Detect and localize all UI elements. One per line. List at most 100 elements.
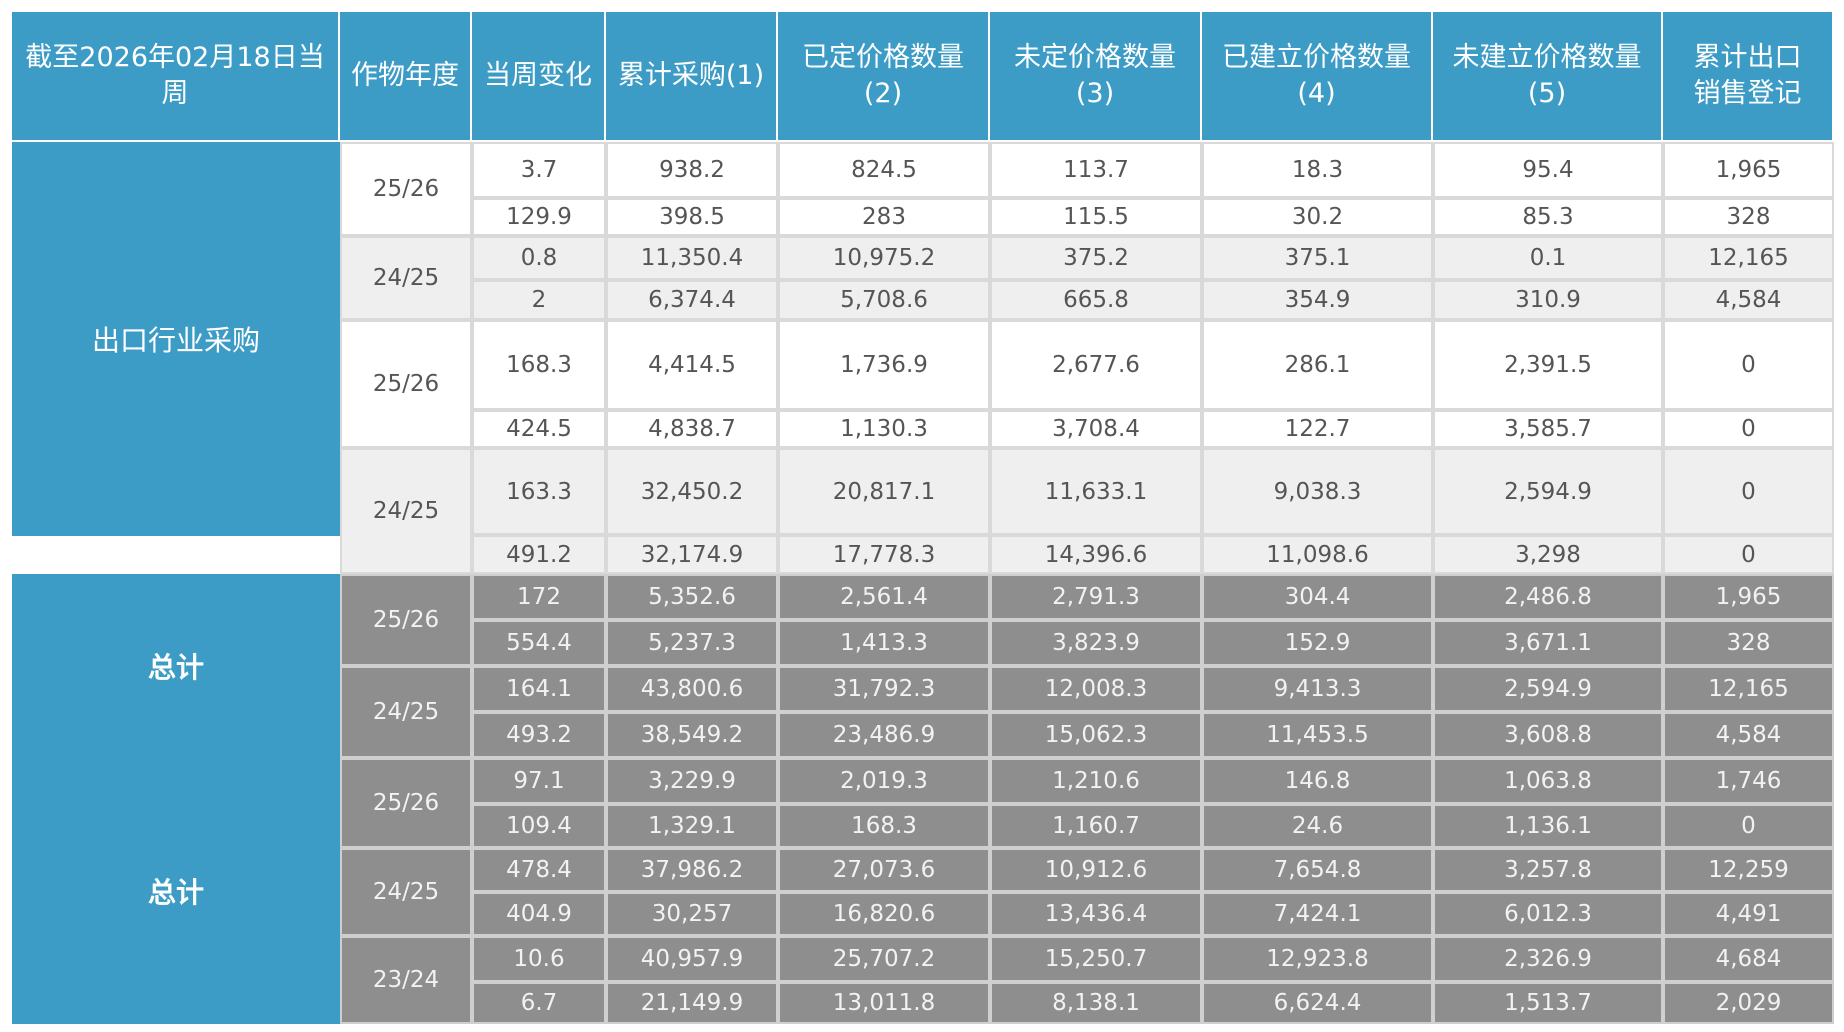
table-cell: 0 (1663, 535, 1834, 574)
table-cell: 10,975.2 (778, 236, 990, 280)
table-cell: 5,708.6 (778, 280, 990, 320)
table-cell: 665.8 (990, 280, 1202, 320)
table-cell: 310.9 (1433, 280, 1663, 320)
table-cell: 283 (778, 198, 990, 236)
table-cell: 0 (1663, 804, 1834, 848)
table-cell: 328 (1663, 198, 1834, 236)
column-header: 累计采购(1) (606, 12, 778, 140)
crop-year-cell: 24/25 (340, 666, 472, 758)
table-cell: 7,424.1 (1202, 892, 1433, 936)
table-cell: 152.9 (1202, 620, 1433, 666)
table-cell: 129.9 (472, 198, 606, 236)
table-cell: 286.1 (1202, 320, 1433, 410)
section-label: 出口行业采购 (12, 142, 340, 536)
table-cell: 163.3 (472, 448, 606, 535)
table-cell: 1,513.7 (1433, 982, 1663, 1024)
table-cell: 11,453.5 (1202, 712, 1433, 758)
table-cell: 24.6 (1202, 804, 1433, 848)
crop-year-cell: 25/26 (340, 574, 472, 666)
table-cell: 9,038.3 (1202, 448, 1433, 535)
table-cell: 15,250.7 (990, 936, 1202, 982)
table-cell: 168.3 (778, 804, 990, 848)
table-cell: 25,707.2 (778, 936, 990, 982)
table-cell: 2,486.8 (1433, 574, 1663, 620)
table-cell: 1,965 (1663, 142, 1834, 198)
table-cell: 2,561.4 (778, 574, 990, 620)
table-cell: 493.2 (472, 712, 606, 758)
table-cell: 0.8 (472, 236, 606, 280)
table-cell: 1,965 (1663, 574, 1834, 620)
table-cell: 15,062.3 (990, 712, 1202, 758)
table-cell: 10.6 (472, 936, 606, 982)
table-cell: 2,594.9 (1433, 666, 1663, 712)
crop-year-cell: 25/26 (340, 758, 472, 848)
column-header: 累计出口 销售登记 (1663, 12, 1834, 140)
table-cell: 1,413.3 (778, 620, 990, 666)
table-cell: 4,491 (1663, 892, 1834, 936)
table-cell: 31,792.3 (778, 666, 990, 712)
table-cell: 32,174.9 (606, 535, 778, 574)
table-cell: 172 (472, 574, 606, 620)
table-cell: 328 (1663, 620, 1834, 666)
table-cell: 109.4 (472, 804, 606, 848)
crop-year-cell: 24/25 (340, 448, 472, 574)
table-cell: 38,549.2 (606, 712, 778, 758)
table-cell: 2,326.9 (1433, 936, 1663, 982)
column-header: 未建立价格数量 (5) (1433, 12, 1663, 140)
table-cell: 27,073.6 (778, 848, 990, 892)
table-cell: 20,817.1 (778, 448, 990, 535)
table-cell: 2,677.6 (990, 320, 1202, 410)
table-cell: 18.3 (1202, 142, 1433, 198)
table-cell: 354.9 (1202, 280, 1433, 320)
section-label: 总计 (12, 574, 340, 758)
table-cell: 1,130.3 (778, 410, 990, 448)
table-cell: 478.4 (472, 848, 606, 892)
table-cell: 95.4 (1433, 142, 1663, 198)
table-cell: 40,957.9 (606, 936, 778, 982)
table-cell: 11,098.6 (1202, 535, 1433, 574)
column-header: 未定价格数量 (3) (990, 12, 1202, 140)
table-cell: 938.2 (606, 142, 778, 198)
table-cell: 12,165 (1663, 666, 1834, 712)
table-cell: 6,374.4 (606, 280, 778, 320)
table-cell: 3.7 (472, 142, 606, 198)
crop-year-cell: 23/24 (340, 936, 472, 1024)
table-cell: 5,237.3 (606, 620, 778, 666)
table-cell: 30,257 (606, 892, 778, 936)
column-header: 作物年度 (340, 12, 472, 140)
table-cell: 115.5 (990, 198, 1202, 236)
table-cell: 4,684 (1663, 936, 1834, 982)
table-cell: 1,160.7 (990, 804, 1202, 848)
table-cell: 3,298 (1433, 535, 1663, 574)
table-cell: 8,138.1 (990, 982, 1202, 1024)
table-cell: 85.3 (1433, 198, 1663, 236)
table-cell: 14,396.6 (990, 535, 1202, 574)
table-cell: 2,791.3 (990, 574, 1202, 620)
table-cell: 1,063.8 (1433, 758, 1663, 804)
table-cell: 2,594.9 (1433, 448, 1663, 535)
table-cell: 1,136.1 (1433, 804, 1663, 848)
section-label: 总计 (12, 758, 340, 1024)
table-cell: 4,584 (1663, 280, 1834, 320)
table-cell: 3,585.7 (1433, 410, 1663, 448)
table-cell: 13,436.4 (990, 892, 1202, 936)
column-header: 当周变化 (472, 12, 606, 140)
table-cell: 304.4 (1202, 574, 1433, 620)
table-cell: 168.3 (472, 320, 606, 410)
table-cell: 4,414.5 (606, 320, 778, 410)
table-cell: 11,633.1 (990, 448, 1202, 535)
table-cell: 424.5 (472, 410, 606, 448)
table-cell: 0 (1663, 320, 1834, 410)
table-cell: 11,350.4 (606, 236, 778, 280)
table-cell: 12,008.3 (990, 666, 1202, 712)
table-cell: 5,352.6 (606, 574, 778, 620)
table-cell: 2,019.3 (778, 758, 990, 804)
table-cell: 146.8 (1202, 758, 1433, 804)
table-cell: 43,800.6 (606, 666, 778, 712)
table-cell: 3,229.9 (606, 758, 778, 804)
table-cell: 23,486.9 (778, 712, 990, 758)
table-cell: 16,820.6 (778, 892, 990, 936)
table-cell: 375.2 (990, 236, 1202, 280)
table-cell: 21,149.9 (606, 982, 778, 1024)
table-cell: 554.4 (472, 620, 606, 666)
